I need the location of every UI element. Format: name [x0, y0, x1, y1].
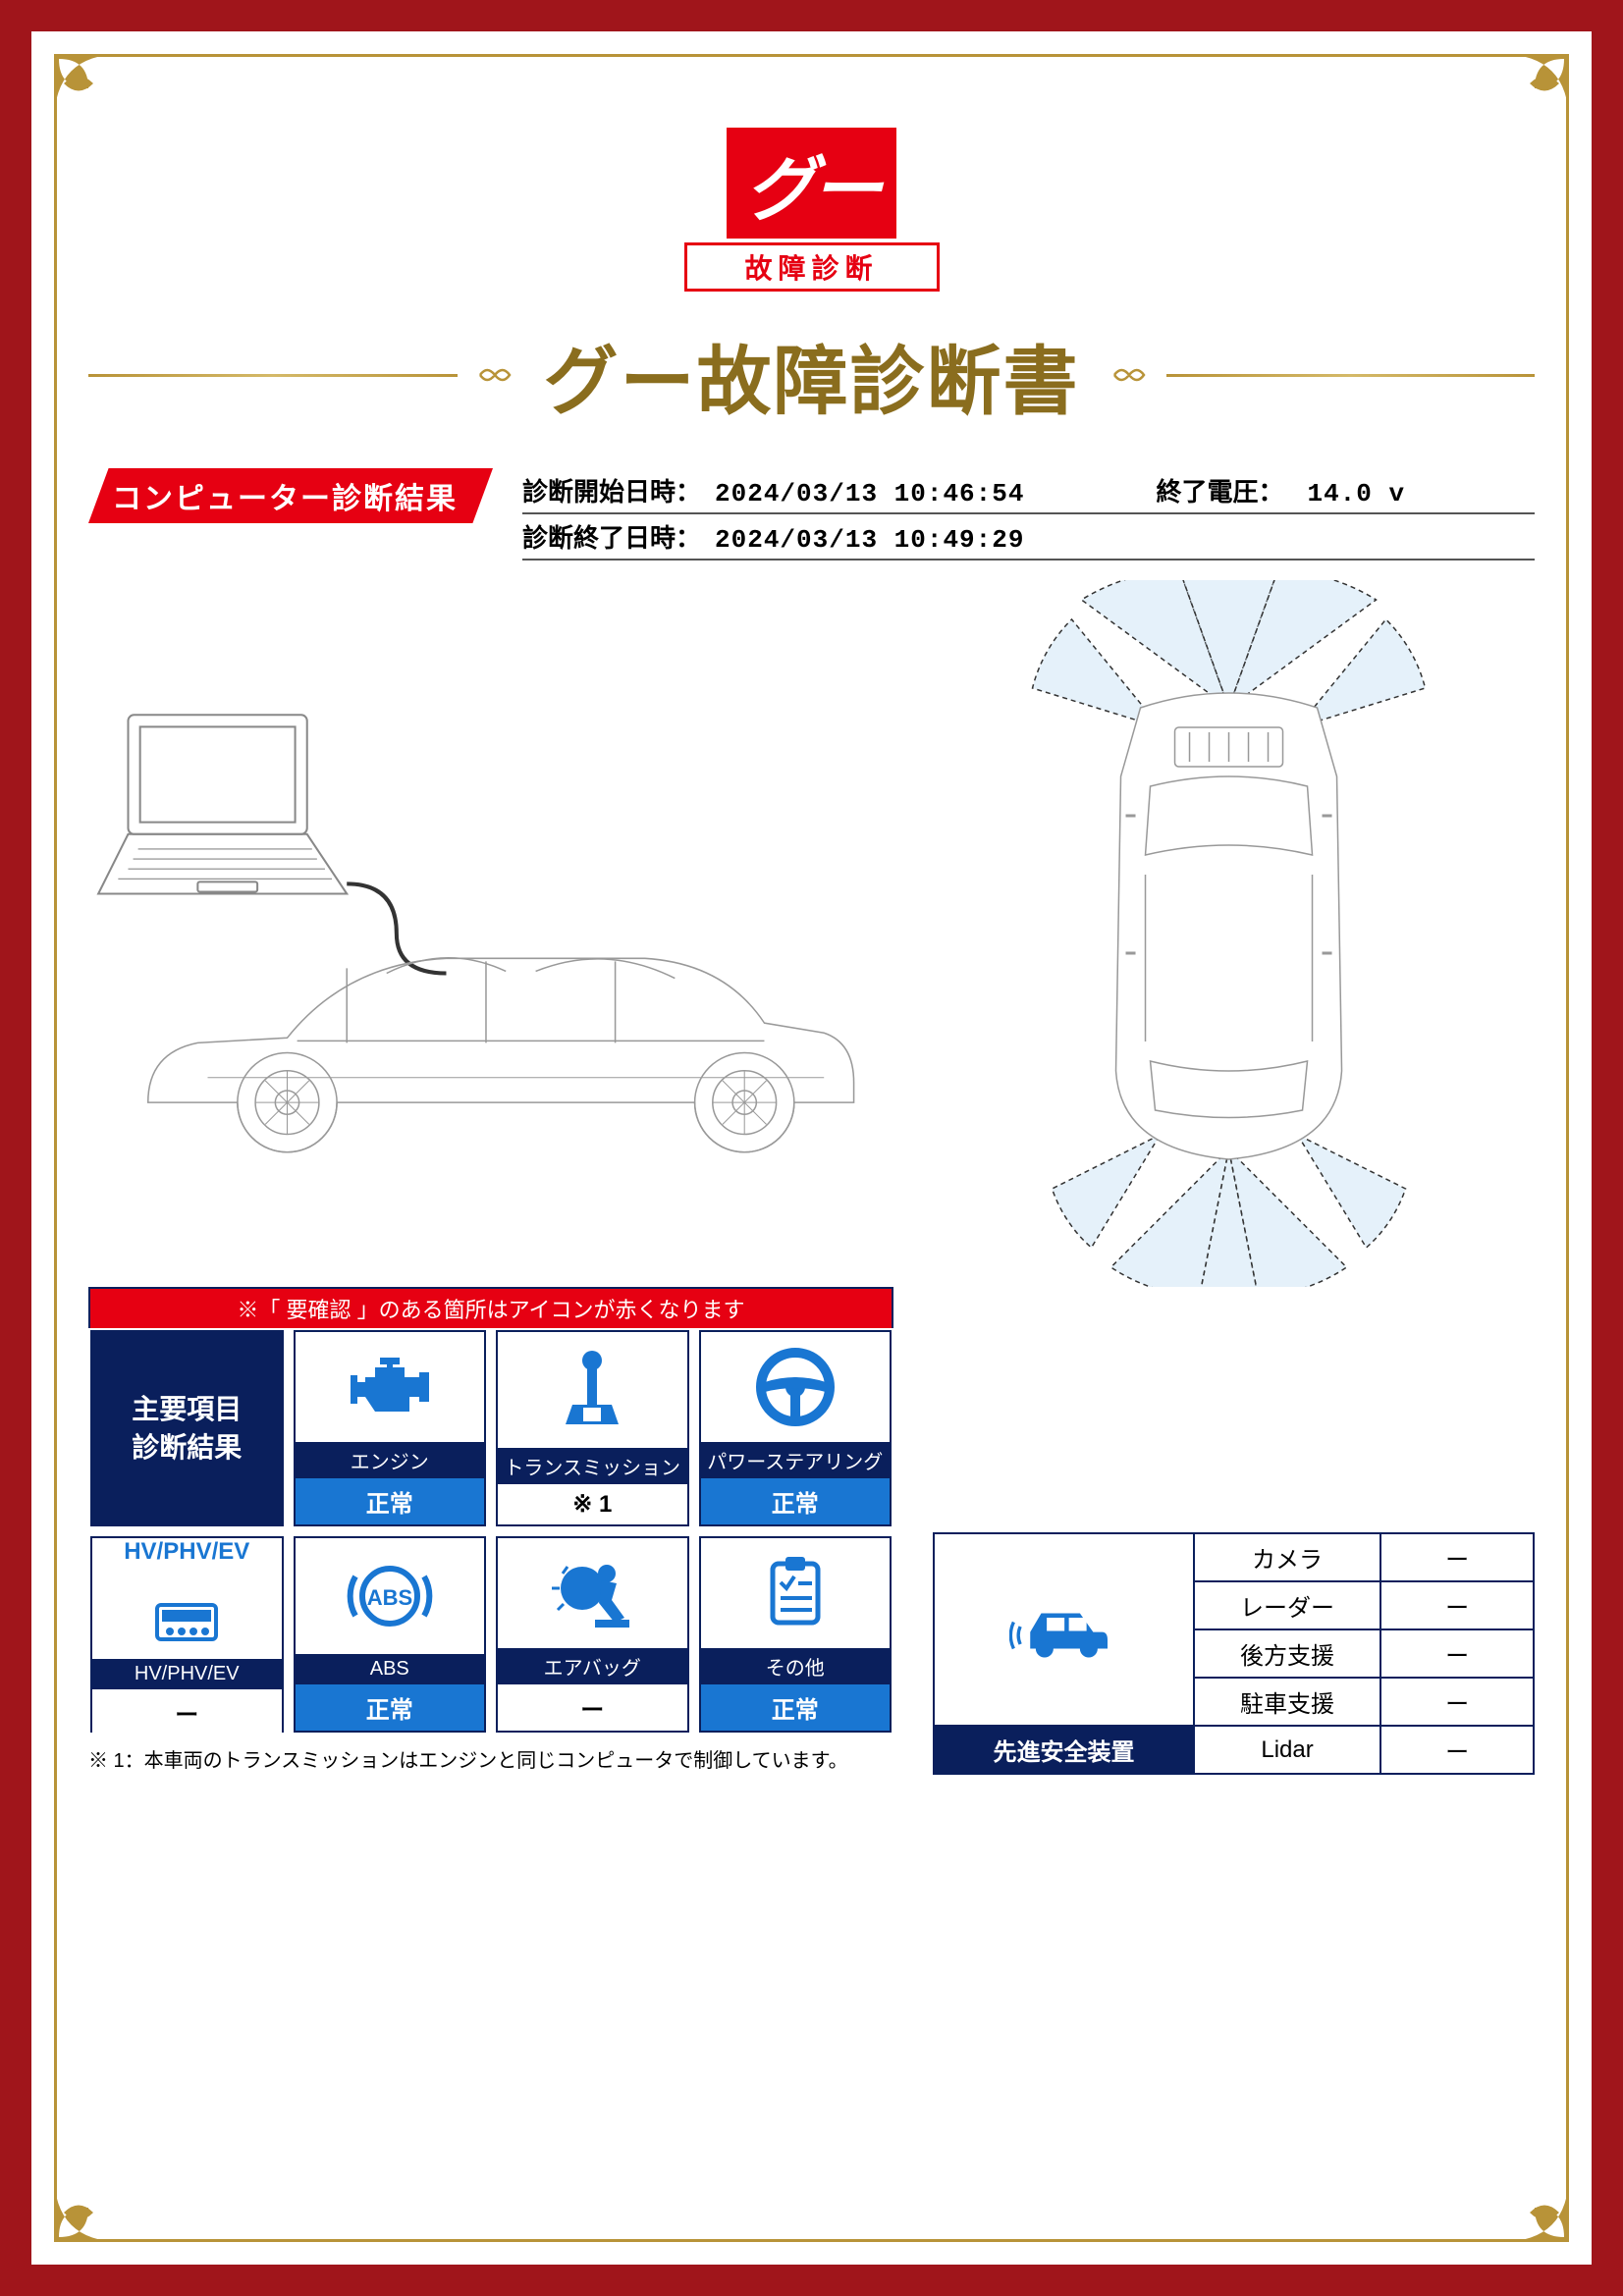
footnote: ※ 1：本車両のトランスミッションはエンジンと同じコンピュータで制御しています。 — [88, 1744, 893, 1773]
diag-name: エアバッグ — [498, 1648, 687, 1684]
transmission-icon — [498, 1332, 687, 1448]
logo-subtitle: 故障診断 — [684, 242, 940, 292]
safety-row: 先進安全装置Lidarー — [934, 1726, 1534, 1774]
meta-line-1: 診断開始日時： 2024/03/13 10:46:54 終了電圧： 14.0 v — [522, 468, 1535, 514]
abs-icon — [296, 1538, 485, 1654]
logo: グー 故障診断 — [684, 128, 940, 292]
safety-label: 駐車支援 — [1194, 1678, 1380, 1726]
diag-cell-engine: エンジン正常 — [294, 1330, 487, 1526]
voltage-label: 終了電圧： — [1156, 472, 1293, 508]
diag-cell-abs: ABS正常 — [294, 1536, 487, 1733]
hv-icon: HV/PHV/EV — [92, 1538, 282, 1659]
diagnostics-left: ※「 要確認 」のある箇所はアイコンが赤くなります 主要項目診断結果エンジン正常… — [88, 1287, 893, 1773]
start-time-value: 2024/03/13 10:46:54 — [715, 479, 1024, 508]
voltage-value: 14.0 v — [1307, 479, 1405, 508]
title-row: グー故障診断書 — [88, 321, 1535, 429]
diag-cell-airbag: エアバッグー — [496, 1536, 689, 1733]
diag-name: パワーステアリング — [701, 1442, 891, 1478]
start-time-label: 診断開始日時： — [522, 472, 701, 508]
airbag-icon — [498, 1538, 687, 1648]
infinity-ornament-icon — [1100, 360, 1159, 390]
content: グー 故障診断 グー故障診断書 コンピューター診断結果 診断開始日時： 2024… — [88, 88, 1535, 2208]
diag-header-cell: 主要項目診断結果 — [90, 1330, 284, 1526]
end-time-label: 診断終了日時： — [522, 518, 701, 555]
diag-status: 正常 — [701, 1478, 891, 1524]
section-ribbon: コンピューター診断結果 — [88, 468, 493, 523]
safety-value: ー — [1380, 1533, 1534, 1581]
safety-table: カメラーレーダーー後方支援ー駐車支援ー先進安全装置Lidarー — [933, 1532, 1535, 1775]
safety-label: Lidar — [1194, 1726, 1380, 1774]
diag-cell-steering: パワーステアリング正常 — [699, 1330, 893, 1526]
diag-status: 正常 — [296, 1684, 485, 1731]
diag-status: 正常 — [296, 1478, 485, 1524]
diag-status: ー — [498, 1684, 687, 1731]
diag-name: エンジン — [296, 1442, 485, 1478]
safety-label: 後方支援 — [1194, 1629, 1380, 1678]
diag-name: ABS — [296, 1654, 485, 1684]
car-sensor-icon — [934, 1533, 1194, 1726]
safety-value: ー — [1380, 1629, 1534, 1678]
title-line-right — [1166, 374, 1536, 377]
safety-header-label: 先進安全装置 — [934, 1726, 1194, 1774]
diag-cell-transmission: トランスミッション※ 1 — [496, 1330, 689, 1526]
safety-value: ー — [1380, 1581, 1534, 1629]
car-side-diagram — [88, 580, 884, 1287]
diag-cell-other: その他正常 — [699, 1536, 893, 1733]
meta-line-2: 診断終了日時： 2024/03/13 10:49:29 — [522, 514, 1535, 561]
diagnostics-section: ※「 要確認 」のある箇所はアイコンが赤くなります 主要項目診断結果エンジン正常… — [88, 1287, 1535, 1775]
title-line-left — [88, 374, 458, 377]
car-top-diagram — [923, 580, 1535, 1287]
diagram-area — [88, 580, 1535, 1287]
diag-name: トランスミッション — [498, 1448, 687, 1484]
end-time-value: 2024/03/13 10:49:29 — [715, 525, 1024, 555]
diag-status: ※ 1 — [498, 1484, 687, 1524]
infinity-ornament-icon — [465, 360, 524, 390]
engine-icon — [296, 1332, 485, 1442]
safety-label: カメラ — [1194, 1533, 1380, 1581]
diag-name: HV/PHV/EV — [92, 1659, 282, 1689]
safety-value: ー — [1380, 1678, 1534, 1726]
diagnostics-grid: 主要項目診断結果エンジン正常トランスミッション※ 1パワーステアリング正常HV/… — [88, 1328, 893, 1735]
safety-row: カメラー — [934, 1533, 1534, 1581]
meta-row: コンピューター診断結果 診断開始日時： 2024/03/13 10:46:54 … — [88, 468, 1535, 561]
diag-cell-hv: HV/PHV/EVHV/PHV/EVー — [90, 1536, 284, 1733]
diag-status: 正常 — [701, 1684, 891, 1731]
safety-value: ー — [1380, 1726, 1534, 1774]
logo-brand: グー — [727, 128, 895, 239]
safety-section: カメラーレーダーー後方支援ー駐車支援ー先進安全装置Lidarー — [933, 1532, 1535, 1775]
notice-bar: ※「 要確認 」のある箇所はアイコンが赤くなります — [88, 1287, 893, 1328]
meta-block: 診断開始日時： 2024/03/13 10:46:54 終了電圧： 14.0 v… — [522, 468, 1535, 561]
diag-name: その他 — [701, 1648, 891, 1684]
diag-status: ー — [92, 1689, 282, 1735]
steering-icon — [701, 1332, 891, 1442]
page-title: グー故障診断書 — [544, 321, 1080, 429]
safety-label: レーダー — [1194, 1581, 1380, 1629]
other-icon — [701, 1538, 891, 1648]
